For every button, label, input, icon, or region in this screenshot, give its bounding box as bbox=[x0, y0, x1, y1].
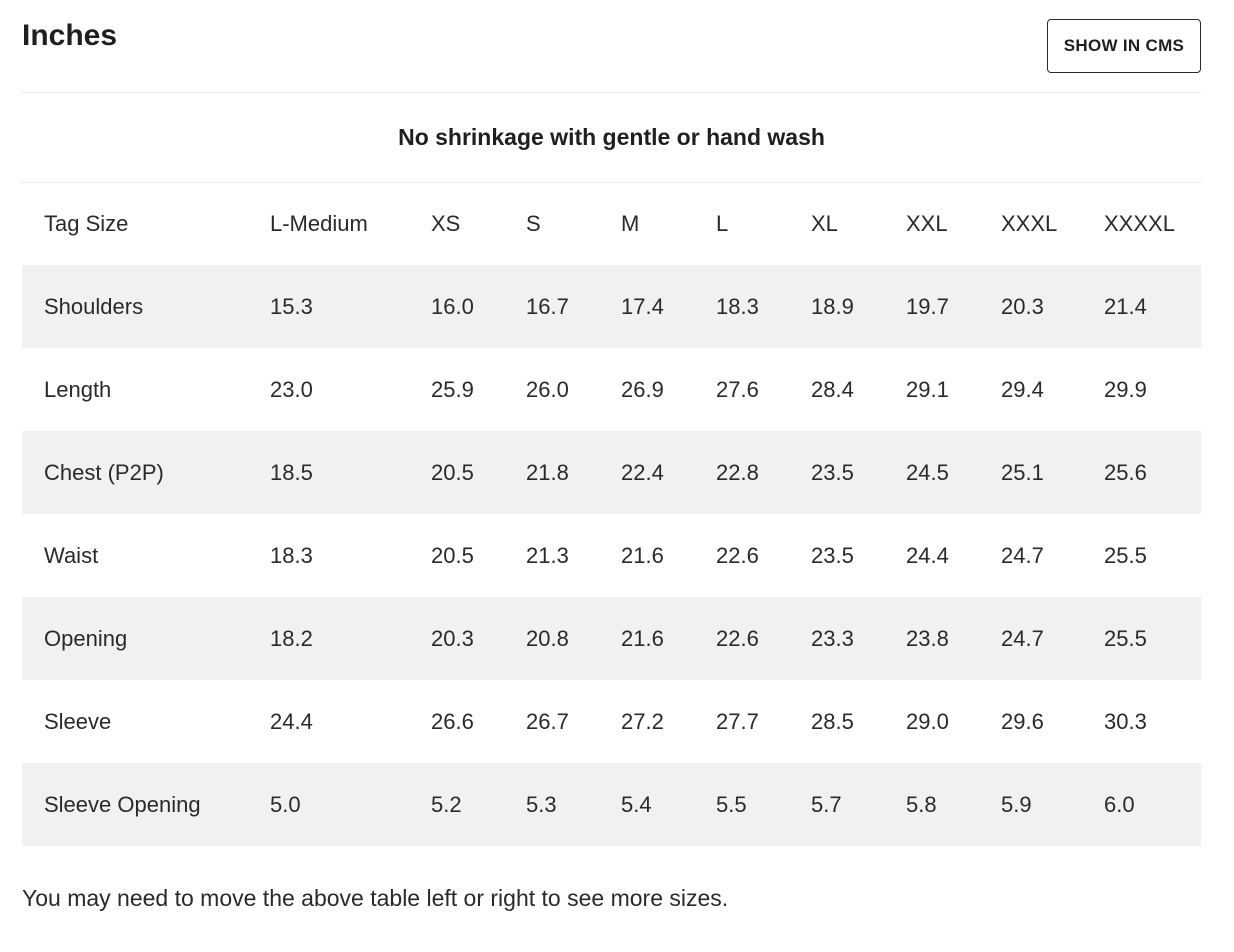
measurement-cell: 29.0 bbox=[906, 708, 949, 734]
measurement-cell: 27.6 bbox=[716, 376, 759, 402]
scroll-hint-text: You may need to move the above table lef… bbox=[22, 885, 729, 911]
measurement-cell: 29.4 bbox=[1001, 376, 1044, 402]
column-header-size: L bbox=[716, 211, 729, 236]
measurement-cell: 19.7 bbox=[906, 293, 949, 319]
measurement-cell: 23.0 bbox=[270, 376, 313, 402]
measurement-cell: 18.3 bbox=[716, 293, 759, 319]
table-row: Shoulders 15.3 16.0 16.7 17.4 18.3 18.9 19.7 20.… bbox=[22, 265, 1201, 348]
measurement-cell: 28.5 bbox=[811, 708, 854, 734]
measurement-cell: 16.7 bbox=[526, 293, 569, 319]
size-chart-table: Tag Size L-Medium XS S M L XL XXL XXXL XXXXL Shou… bbox=[22, 183, 1201, 846]
measurement-cell: 30.3 bbox=[1104, 708, 1147, 734]
measurement-cell: 29.6 bbox=[1001, 708, 1044, 734]
column-header-size: XS bbox=[431, 211, 461, 236]
show-in-cms-button[interactable]: SHOW IN CMS bbox=[1047, 19, 1201, 73]
column-header-size: XL bbox=[811, 211, 838, 236]
column-header-size: XXL bbox=[906, 211, 948, 236]
table-body: Shoulders 15.3 16.0 16.7 17.4 18.3 18.9 19.7 20.… bbox=[22, 265, 1201, 846]
measurement-cell: 24.7 bbox=[1001, 542, 1044, 568]
measurement-cell: 25.9 bbox=[431, 376, 474, 402]
table-row: Opening 18.2 20.3 20.8 21.6 22.6 23.3 23.8 24.7 2… bbox=[22, 597, 1201, 680]
column-header-size: M bbox=[621, 211, 640, 236]
measurement-cell: 21.6 bbox=[621, 542, 664, 568]
measurement-cell: 18.9 bbox=[811, 293, 854, 319]
measurement-cell: 28.4 bbox=[811, 376, 854, 402]
row-label: Waist bbox=[44, 542, 99, 568]
measurement-cell: 5.2 bbox=[431, 791, 462, 817]
measurement-cell: 20.5 bbox=[431, 542, 474, 568]
measurement-cell: 22.6 bbox=[716, 625, 759, 651]
measurement-cell: 5.4 bbox=[621, 791, 652, 817]
column-header-size: S bbox=[526, 211, 541, 236]
measurement-cell: 5.3 bbox=[526, 791, 557, 817]
row-label: Length bbox=[44, 376, 112, 402]
measurement-cell: 25.6 bbox=[1104, 459, 1147, 485]
row-label: Sleeve Opening bbox=[44, 791, 201, 817]
measurement-cell: 23.5 bbox=[811, 459, 854, 485]
column-header-size: XXXL bbox=[1001, 211, 1058, 236]
measurement-cell: 22.6 bbox=[716, 542, 759, 568]
measurement-cell: 22.4 bbox=[621, 459, 664, 485]
measurement-cell: 25.1 bbox=[1001, 459, 1044, 485]
table-row: Chest (P2P) 18.5 20.5 21.8 22.4 22.8 23.5 24.5 2… bbox=[22, 431, 1201, 514]
measurement-cell: 20.8 bbox=[526, 625, 569, 651]
measurement-cell: 20.5 bbox=[431, 459, 474, 485]
measurement-cell: 26.7 bbox=[526, 708, 569, 734]
measurement-cell: 26.0 bbox=[526, 376, 569, 402]
measurement-cell: 23.3 bbox=[811, 625, 854, 651]
table-header-row: Tag Size L-Medium XS S M L XL XXL XXXL XXXXL bbox=[22, 183, 1201, 265]
measurement-cell: 5.7 bbox=[811, 791, 842, 817]
measurement-cell: 5.0 bbox=[270, 791, 301, 817]
page-header: Inches SHOW IN CMS bbox=[22, 0, 1201, 93]
measurement-cell: 23.8 bbox=[906, 625, 949, 651]
measurement-cell: 18.2 bbox=[270, 625, 313, 651]
measurement-cell: 24.4 bbox=[906, 542, 949, 568]
measurement-cell: 26.9 bbox=[621, 376, 664, 402]
column-header-tag-size: Tag Size bbox=[44, 211, 129, 236]
measurement-cell: 23.5 bbox=[811, 542, 854, 568]
measurement-cell: 27.2 bbox=[621, 708, 664, 734]
measurement-cell: 26.6 bbox=[431, 708, 474, 734]
column-header-size: XXXXL bbox=[1104, 211, 1175, 236]
table-row: Sleeve 24.4 26.6 26.7 27.2 27.7 28.5 29.0 29.6 30… bbox=[22, 680, 1201, 763]
measurement-cell: 5.8 bbox=[906, 791, 937, 817]
measurement-cell: 5.5 bbox=[716, 791, 747, 817]
measurement-cell: 22.8 bbox=[716, 459, 759, 485]
measurement-cell: 25.5 bbox=[1104, 625, 1147, 651]
measurement-cell: 6.0 bbox=[1104, 791, 1135, 817]
measurement-cell: 21.6 bbox=[621, 625, 664, 651]
measurement-cell: 5.9 bbox=[1001, 791, 1032, 817]
measurement-cell: 21.4 bbox=[1104, 293, 1147, 319]
measurement-cell: 17.4 bbox=[621, 293, 664, 319]
table-row: Length 23.0 25.9 26.0 26.9 27.6 28.4 29.1 29.4 29… bbox=[22, 348, 1201, 431]
measurement-cell: 18.5 bbox=[270, 459, 313, 485]
measurement-cell: 27.7 bbox=[716, 708, 759, 734]
table-row: Sleeve Opening 5.0 5.2 5.3 5.4 5.5 5.7 5.8 5.9 6.… bbox=[22, 763, 1201, 846]
row-label: Sleeve bbox=[44, 708, 112, 734]
measurement-cell: 16.0 bbox=[431, 293, 474, 319]
row-label: Opening bbox=[44, 625, 128, 651]
measurement-cell: 20.3 bbox=[1001, 293, 1044, 319]
row-label: Shoulders bbox=[44, 293, 144, 319]
measurement-cell: 21.3 bbox=[526, 542, 569, 568]
measurement-cell: 24.4 bbox=[270, 708, 313, 734]
column-header-size: L-Medium bbox=[270, 211, 368, 236]
measurement-cell: 25.5 bbox=[1104, 542, 1147, 568]
measurement-cell: 24.7 bbox=[1001, 625, 1044, 651]
measurement-cell: 15.3 bbox=[270, 293, 313, 319]
measurement-cell: 24.5 bbox=[906, 459, 949, 485]
page-title: Inches bbox=[22, 19, 118, 52]
measurement-cell: 18.3 bbox=[270, 542, 313, 568]
measurement-cell: 29.9 bbox=[1104, 376, 1147, 402]
table-row: Waist 18.3 20.5 21.3 21.6 22.6 23.5 24.4 24.7 25.… bbox=[22, 514, 1201, 597]
shrinkage-note: No shrinkage with gentle or hand wash bbox=[22, 92, 1201, 183]
measurement-cell: 21.8 bbox=[526, 459, 569, 485]
measurement-cell: 29.1 bbox=[906, 376, 949, 402]
row-label: Chest (P2P) bbox=[44, 459, 164, 485]
measurement-cell: 20.3 bbox=[431, 625, 474, 651]
